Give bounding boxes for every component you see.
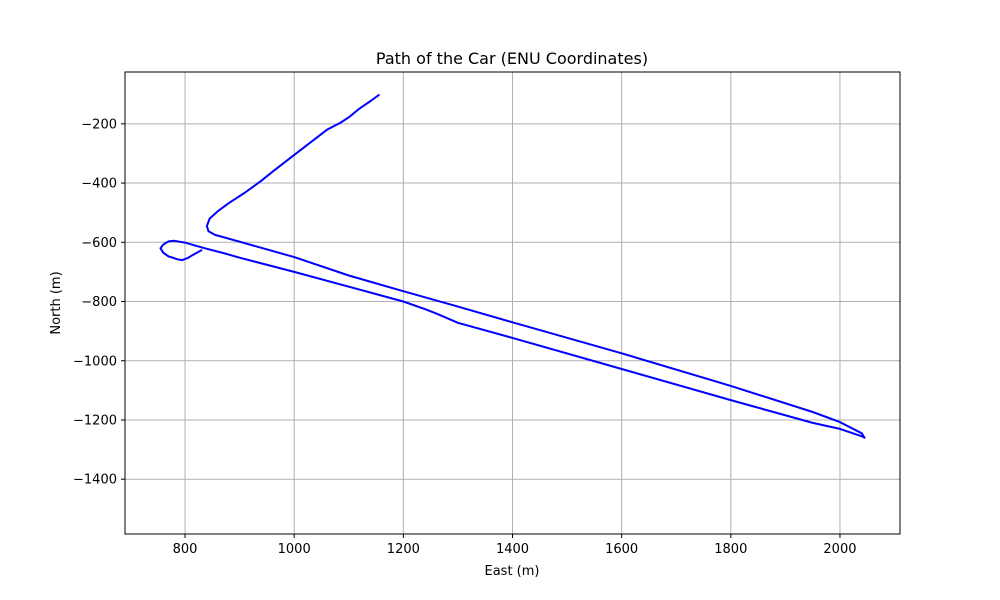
y-tick-label: −1400 — [73, 473, 117, 488]
tick-marks — [121, 123, 841, 538]
x-tick-label: 1800 — [714, 542, 747, 557]
y-tick-label: −400 — [81, 177, 117, 192]
x-tick-label: 1000 — [278, 542, 311, 557]
x-tick-label: 1200 — [387, 542, 420, 557]
x-axis-label: East (m) — [485, 564, 540, 579]
y-tick-label: −1000 — [73, 354, 117, 369]
x-tick-label: 1600 — [605, 542, 638, 557]
y-tick-label: −1200 — [73, 413, 117, 428]
x-tick-label: 800 — [173, 542, 198, 557]
grid-lines — [125, 72, 900, 534]
y-tick-label: −600 — [81, 236, 117, 251]
x-tick-label: 1400 — [496, 542, 529, 557]
x-tick-labels: 800 1000 1200 1400 1600 1800 2000 — [173, 542, 857, 557]
y-tick-label: −800 — [81, 295, 117, 310]
y-axis-label: North (m) — [49, 271, 64, 334]
x-tick-label: 2000 — [823, 542, 856, 557]
car-path-line — [159, 94, 866, 439]
y-tick-label: −200 — [81, 117, 117, 132]
y-tick-labels: −200 −400 −600 −800 −1000 −1200 −1400 — [73, 117, 117, 487]
series-layer — [159, 94, 866, 439]
chart-title: Path of the Car (ENU Coordinates) — [376, 49, 648, 68]
